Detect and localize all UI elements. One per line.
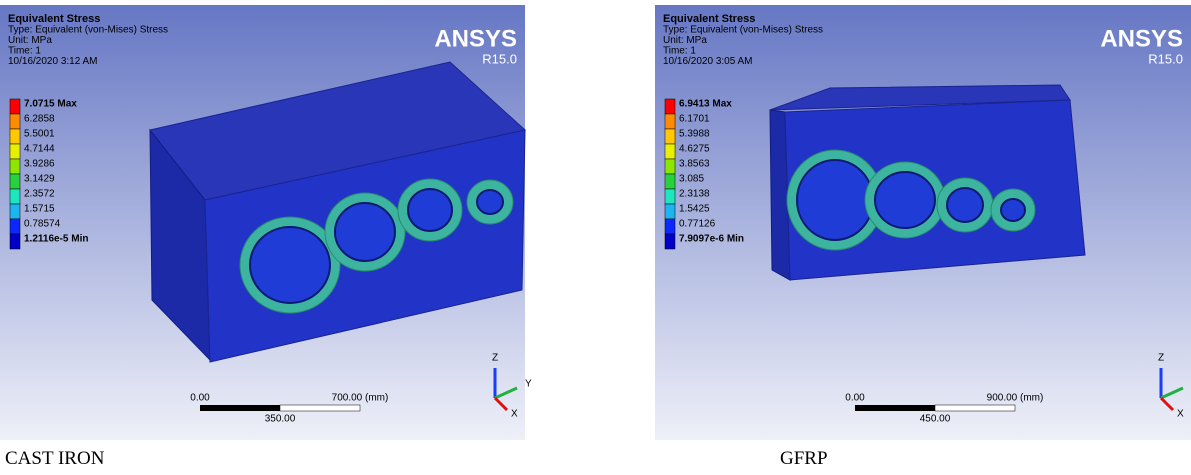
result-info: Time: 1: [8, 46, 41, 57]
legend-label: 3.9286: [24, 159, 55, 170]
scale-end: 900.00 (mm): [987, 393, 1044, 404]
legend-swatch: [665, 114, 675, 129]
legend-swatch: [665, 204, 675, 219]
legend-swatch: [10, 99, 20, 114]
scale-white: [280, 405, 360, 411]
legend-label: 1.5425: [679, 204, 710, 215]
axis-label: X: [1177, 409, 1184, 420]
bore-hole: [797, 160, 873, 240]
result-info: Unit: MPa: [8, 35, 52, 46]
bore-hole: [477, 190, 503, 214]
bore-hole: [250, 227, 330, 303]
caption: GFRP: [780, 448, 828, 470]
legend-label: 6.9413 Max: [679, 99, 732, 110]
legend-label: 4.7144: [24, 144, 55, 155]
result-info: Type: Equivalent (von-Mises) Stress: [663, 25, 823, 36]
scale-white: [935, 405, 1015, 411]
legend-swatch: [10, 114, 20, 129]
legend-swatch: [665, 234, 675, 249]
bore-hole: [875, 172, 935, 228]
legend-swatch: [665, 99, 675, 114]
legend-swatch: [10, 174, 20, 189]
legend-swatch: [10, 129, 20, 144]
legend-swatch: [665, 219, 675, 234]
legend-swatch: [665, 129, 675, 144]
ansys-logo: ANSYS: [1100, 25, 1183, 52]
legend-swatch: [10, 159, 20, 174]
result-title: Equivalent Stress: [8, 13, 100, 25]
bore-hole: [1001, 199, 1025, 221]
scale-mid: 450.00: [920, 414, 951, 425]
legend-label: 3.8563: [679, 159, 710, 170]
legend-label: 7.0715 Max: [24, 99, 77, 110]
legend-swatch: [665, 159, 675, 174]
ansys-version: R15.0: [1148, 51, 1183, 66]
result-title: Equivalent Stress: [663, 13, 755, 25]
legend-label: 6.1701: [679, 114, 710, 125]
axis-label: Y: [525, 379, 532, 390]
result-info: Type: Equivalent (von-Mises) Stress: [8, 25, 168, 36]
ansys-version: R15.0: [482, 51, 517, 66]
scale-start: 0.00: [190, 393, 210, 404]
bore-hole: [335, 203, 395, 261]
result-info: 10/16/2020 3:12 AM: [8, 56, 98, 67]
legend-label: 6.2858: [24, 114, 55, 125]
bore-hole: [408, 189, 452, 231]
legend-label: 7.9097e-6 Min: [679, 234, 744, 245]
legend-label: 3.085: [679, 174, 704, 185]
legend-label: 5.5001: [24, 129, 55, 140]
result-info: 10/16/2020 3:05 AM: [663, 56, 753, 67]
result-info: Unit: MPa: [663, 35, 707, 46]
legend-swatch: [10, 204, 20, 219]
axis-label: Z: [1158, 353, 1164, 364]
scale-start: 0.00: [845, 393, 865, 404]
legend-label: 0.77126: [679, 219, 716, 230]
legend-swatch: [665, 144, 675, 159]
axis-label: Z: [492, 353, 498, 364]
legend-swatch: [10, 219, 20, 234]
legend-swatch: [665, 174, 675, 189]
legend-label: 3.1429: [24, 174, 55, 185]
legend-swatch: [10, 144, 20, 159]
bore-hole: [947, 188, 983, 222]
legend-swatch: [665, 189, 675, 204]
result-info: Time: 1: [663, 46, 696, 57]
legend-label: 1.2116e-5 Min: [24, 234, 88, 245]
legend-label: 2.3138: [679, 189, 710, 200]
legend-swatch: [10, 189, 20, 204]
scale-mid: 350.00: [265, 414, 296, 425]
caption: CAST IRON: [5, 448, 104, 470]
legend-label: 0.78574: [24, 219, 61, 230]
legend-label: 5.3988: [679, 129, 710, 140]
scale-black: [200, 405, 280, 411]
page: {"panels":[ {"title":"Equivalent Stress"…: [0, 0, 1191, 475]
legend-label: 2.3572: [24, 189, 55, 200]
scale-end: 700.00 (mm): [332, 393, 389, 404]
axis-label: X: [511, 409, 518, 420]
legend-swatch: [10, 234, 20, 249]
legend-label: 4.6275: [679, 144, 710, 155]
scale-black: [855, 405, 935, 411]
ansys-logo: ANSYS: [434, 25, 517, 52]
legend-label: 1.5715: [24, 204, 55, 215]
